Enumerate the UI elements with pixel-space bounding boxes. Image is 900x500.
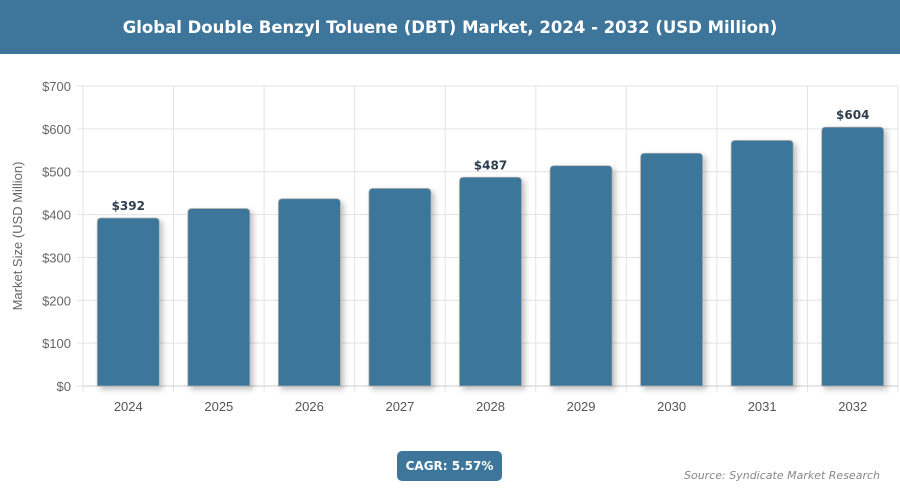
bar [187,208,251,387]
x-tick-label: 2027 [385,399,414,414]
cagr-badge: CAGR: 5.57% [397,451,502,481]
x-tick-label: 2030 [657,399,686,414]
chart-title: Global Double Benzyl Toluene (DBT) Marke… [0,0,900,54]
y-tick-label: $500 [42,165,71,180]
x-tick-label: 2032 [838,399,867,414]
bar [277,198,341,387]
bar [368,188,432,387]
data-label: $392 [112,199,145,213]
data-label: $604 [836,108,869,122]
x-tick-label: 2031 [748,399,777,414]
bar [96,217,160,387]
x-tick-label: 2026 [295,399,324,414]
data-label: $487 [474,158,507,172]
x-tick-label: 2024 [114,399,143,414]
y-tick-label: $0 [57,379,71,394]
bar [730,140,794,387]
x-tick-label: 2029 [567,399,596,414]
x-tick-label: 2025 [204,399,233,414]
y-tick-label: $200 [42,293,71,308]
y-tick-label: $300 [42,250,71,265]
x-tick-label: 2028 [476,399,505,414]
y-tick-label: $100 [42,336,71,351]
y-tick-label: $400 [42,208,71,223]
y-tick-label: $600 [42,122,71,137]
bar [549,165,613,387]
y-axis-title: Market Size (USD Million) [10,162,25,311]
y-tick-label: $700 [42,79,71,94]
bar [821,126,885,387]
bar [459,176,522,387]
source-note: Source: Syndicate Market Research [684,469,880,482]
bar [640,152,704,387]
